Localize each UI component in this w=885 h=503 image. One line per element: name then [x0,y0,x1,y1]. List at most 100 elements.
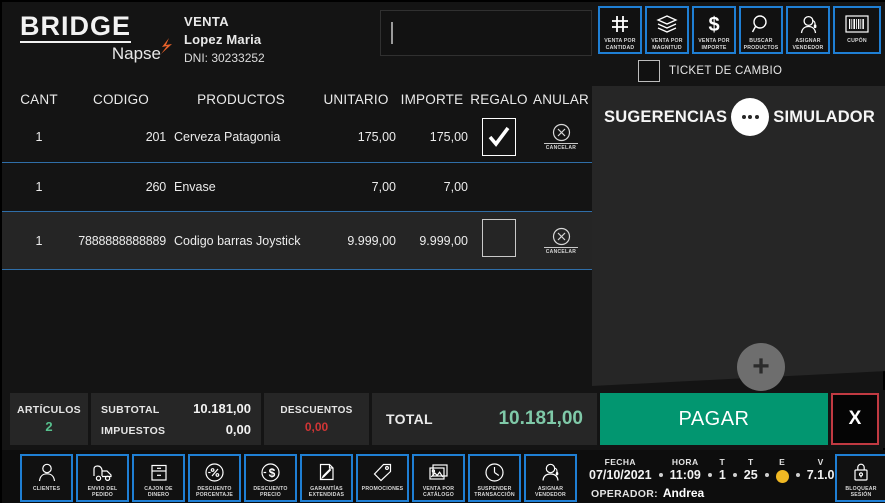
barcode-icon [845,12,869,36]
tool-label: VENTA POR MAGNITUD [651,38,683,51]
status-transaccion: T 25 [744,457,758,482]
tool-promociones[interactable]: PROMOCIONES [356,453,409,502]
cell-anular: CANCELAR [530,227,592,255]
tool-label: DESCUENTO PORCENTAJE [195,485,234,499]
headset-person-icon [798,12,819,36]
cancel-row-button[interactable]: CANCELAR [544,123,578,151]
v-value: 7.1.0 [806,468,835,482]
tool-asignar-vendedor[interactable]: ASIGNAR VENDEDOR [786,6,830,54]
tool-venta-por-magnitud[interactable]: VENTA POR MAGNITUD [645,6,689,54]
brand-name: BRIDGE [20,11,132,43]
cell-importe: 9.999,00 [419,233,468,248]
tool-descuento-precio[interactable]: $ DESCUENTO PRECIO [244,453,297,502]
table-header-row: CANT CODIGO PRODUCTOS UNITARIO IMPORTE R… [2,86,592,112]
bottom-right-toolbar: BLOQUEAR SESIÓN TECLADO EN PANTALLA [834,453,885,502]
tool-descuento-porcentaje[interactable]: DESCUENTO PORCENTAJE [188,453,241,502]
cell-anular: CANCELAR [530,123,592,151]
add-suggestion-button[interactable]: + [737,343,785,391]
separator-dot [795,472,800,477]
customer-document: DNI: 30233252 [184,51,265,65]
tool-cupon[interactable]: CUPÓN [833,6,881,54]
tool-label: ASIGNAR VENDEDOR [792,38,824,51]
tool-garantias-extendidas[interactable]: GARANTÍAS EXTENDIDAS [300,453,353,502]
header-productos: PRODUCTOS [197,91,285,107]
cell-codigo: 7888888888889 [78,233,166,248]
cell-cant: 1 [35,130,43,144]
tool-envio-del-pedido[interactable]: ENVIO DEL PEDIDO [76,453,129,502]
cancel-label: CANCELAR [544,246,578,255]
barcode-search-box[interactable] [380,10,592,56]
dollar-icon: $ [705,12,723,36]
cell-regalo [468,219,530,262]
cancel-circle-icon [552,227,570,245]
tool-asignar-vendedor-bottom[interactable]: ASIGNAR VENDEDOR [524,453,577,502]
tool-bloquear-sesion[interactable]: BLOQUEAR SESIÓN [834,453,885,502]
pagar-button[interactable]: PAGAR [600,393,828,445]
header-anular: ANULAR [533,91,589,107]
table-row[interactable]: 1 201 Cerveza Patagonia 175,00 175,00 [2,112,592,162]
operador-label: OPERADOR: [591,487,658,500]
cancel-row-button[interactable]: CANCELAR [544,227,578,255]
v-label: V [817,457,824,467]
subtotal-label: SUBTOTAL [101,404,160,416]
total-card: TOTAL 10.181,00 [372,393,597,445]
tool-label: GARANTÍAS EXTENDIDAS [308,485,345,499]
tool-label: BLOQUEAR SESIÓN [845,485,877,499]
tool-label: BUSCAR PRODUCTOS [743,38,779,51]
tool-venta-por-importe[interactable]: $ VENTA POR IMPORTE [692,6,736,54]
tool-buscar-productos[interactable]: BUSCAR PRODUCTOS [739,6,783,54]
svg-text:$: $ [708,14,719,35]
status-hora: HORA 11:09 [670,457,701,482]
header-unitario: UNITARIO [323,91,389,107]
close-sale-button[interactable]: X [831,393,879,445]
lock-icon [852,461,870,484]
header-codigo: CODIGO [93,91,149,107]
chat-bubble-icon [731,98,770,136]
tool-venta-por-cantidad[interactable]: VENTA POR CANTIDAD [598,6,642,54]
tool-label: VENTA POR IMPORTE [698,38,730,51]
cell-cant: 1 [35,233,43,248]
t1-value: 1 [718,468,726,482]
cancel-circle-icon [552,123,570,142]
tool-cajon-de-dinero[interactable]: CAJON DE DINERO [132,453,185,502]
cell-unitario: 9.999,00 [347,233,396,248]
gift-checkbox-unchecked[interactable] [482,219,516,257]
tool-suspender-transaccion[interactable]: SUSPENDER TRANSACCIÓN [468,453,521,502]
clock-icon [484,461,505,484]
descuentos-card[interactable]: DESCUENTOS 0,00 [264,393,369,445]
subtotal-value: 10.181,00 [193,401,251,416]
hash-icon [610,12,630,36]
impuestos-label: IMPUESTOS [101,425,166,437]
search-input[interactable] [393,25,591,41]
header-regalo: REGALO [470,91,528,107]
document-pen-icon [317,461,337,484]
tool-venta-por-catalogo[interactable]: VENTA POR CATÁLOGO [412,453,465,502]
layers-icon [656,12,678,36]
gift-checkbox-checked[interactable] [482,118,516,156]
percent-circle-icon [204,461,225,484]
truck-icon [92,461,114,484]
articulos-card: ARTÍCULOS 2 [10,393,88,445]
ticket-de-cambio-checkbox[interactable] [638,60,660,82]
descuentos-value: 0,00 [304,419,329,434]
table-row[interactable]: 1 260 Envase 7,00 7,00 [2,162,592,212]
bottom-bar: CLIENTES ENVIO DEL PEDIDO [2,450,885,503]
cancel-label: CANCELAR [544,143,578,151]
cell-producto: Cerveza Patagonia [174,130,281,144]
tool-clientes[interactable]: CLIENTES [20,453,73,502]
spark-icon [161,38,172,54]
t1-label: T [719,457,726,467]
cell-codigo: 201 [145,130,166,144]
magnifier-icon [751,12,772,36]
tag-icon [372,461,393,484]
images-icon [428,461,449,484]
cash-drawer-icon [149,461,169,484]
header-importe: IMPORTE [400,91,464,107]
tool-label: SUSPENDER TRANSACCIÓN [474,485,515,499]
t2-label: T [747,457,754,467]
table-row[interactable]: 1 7888888888889 Codigo barras Joystick 9… [2,212,592,270]
status-terminal: T 1 [719,457,726,482]
customer-name: Lopez Maria [184,32,262,47]
ticket-de-cambio-row[interactable]: TICKET DE CAMBIO [638,60,782,82]
fecha-value: 07/10/2021 [589,468,652,482]
